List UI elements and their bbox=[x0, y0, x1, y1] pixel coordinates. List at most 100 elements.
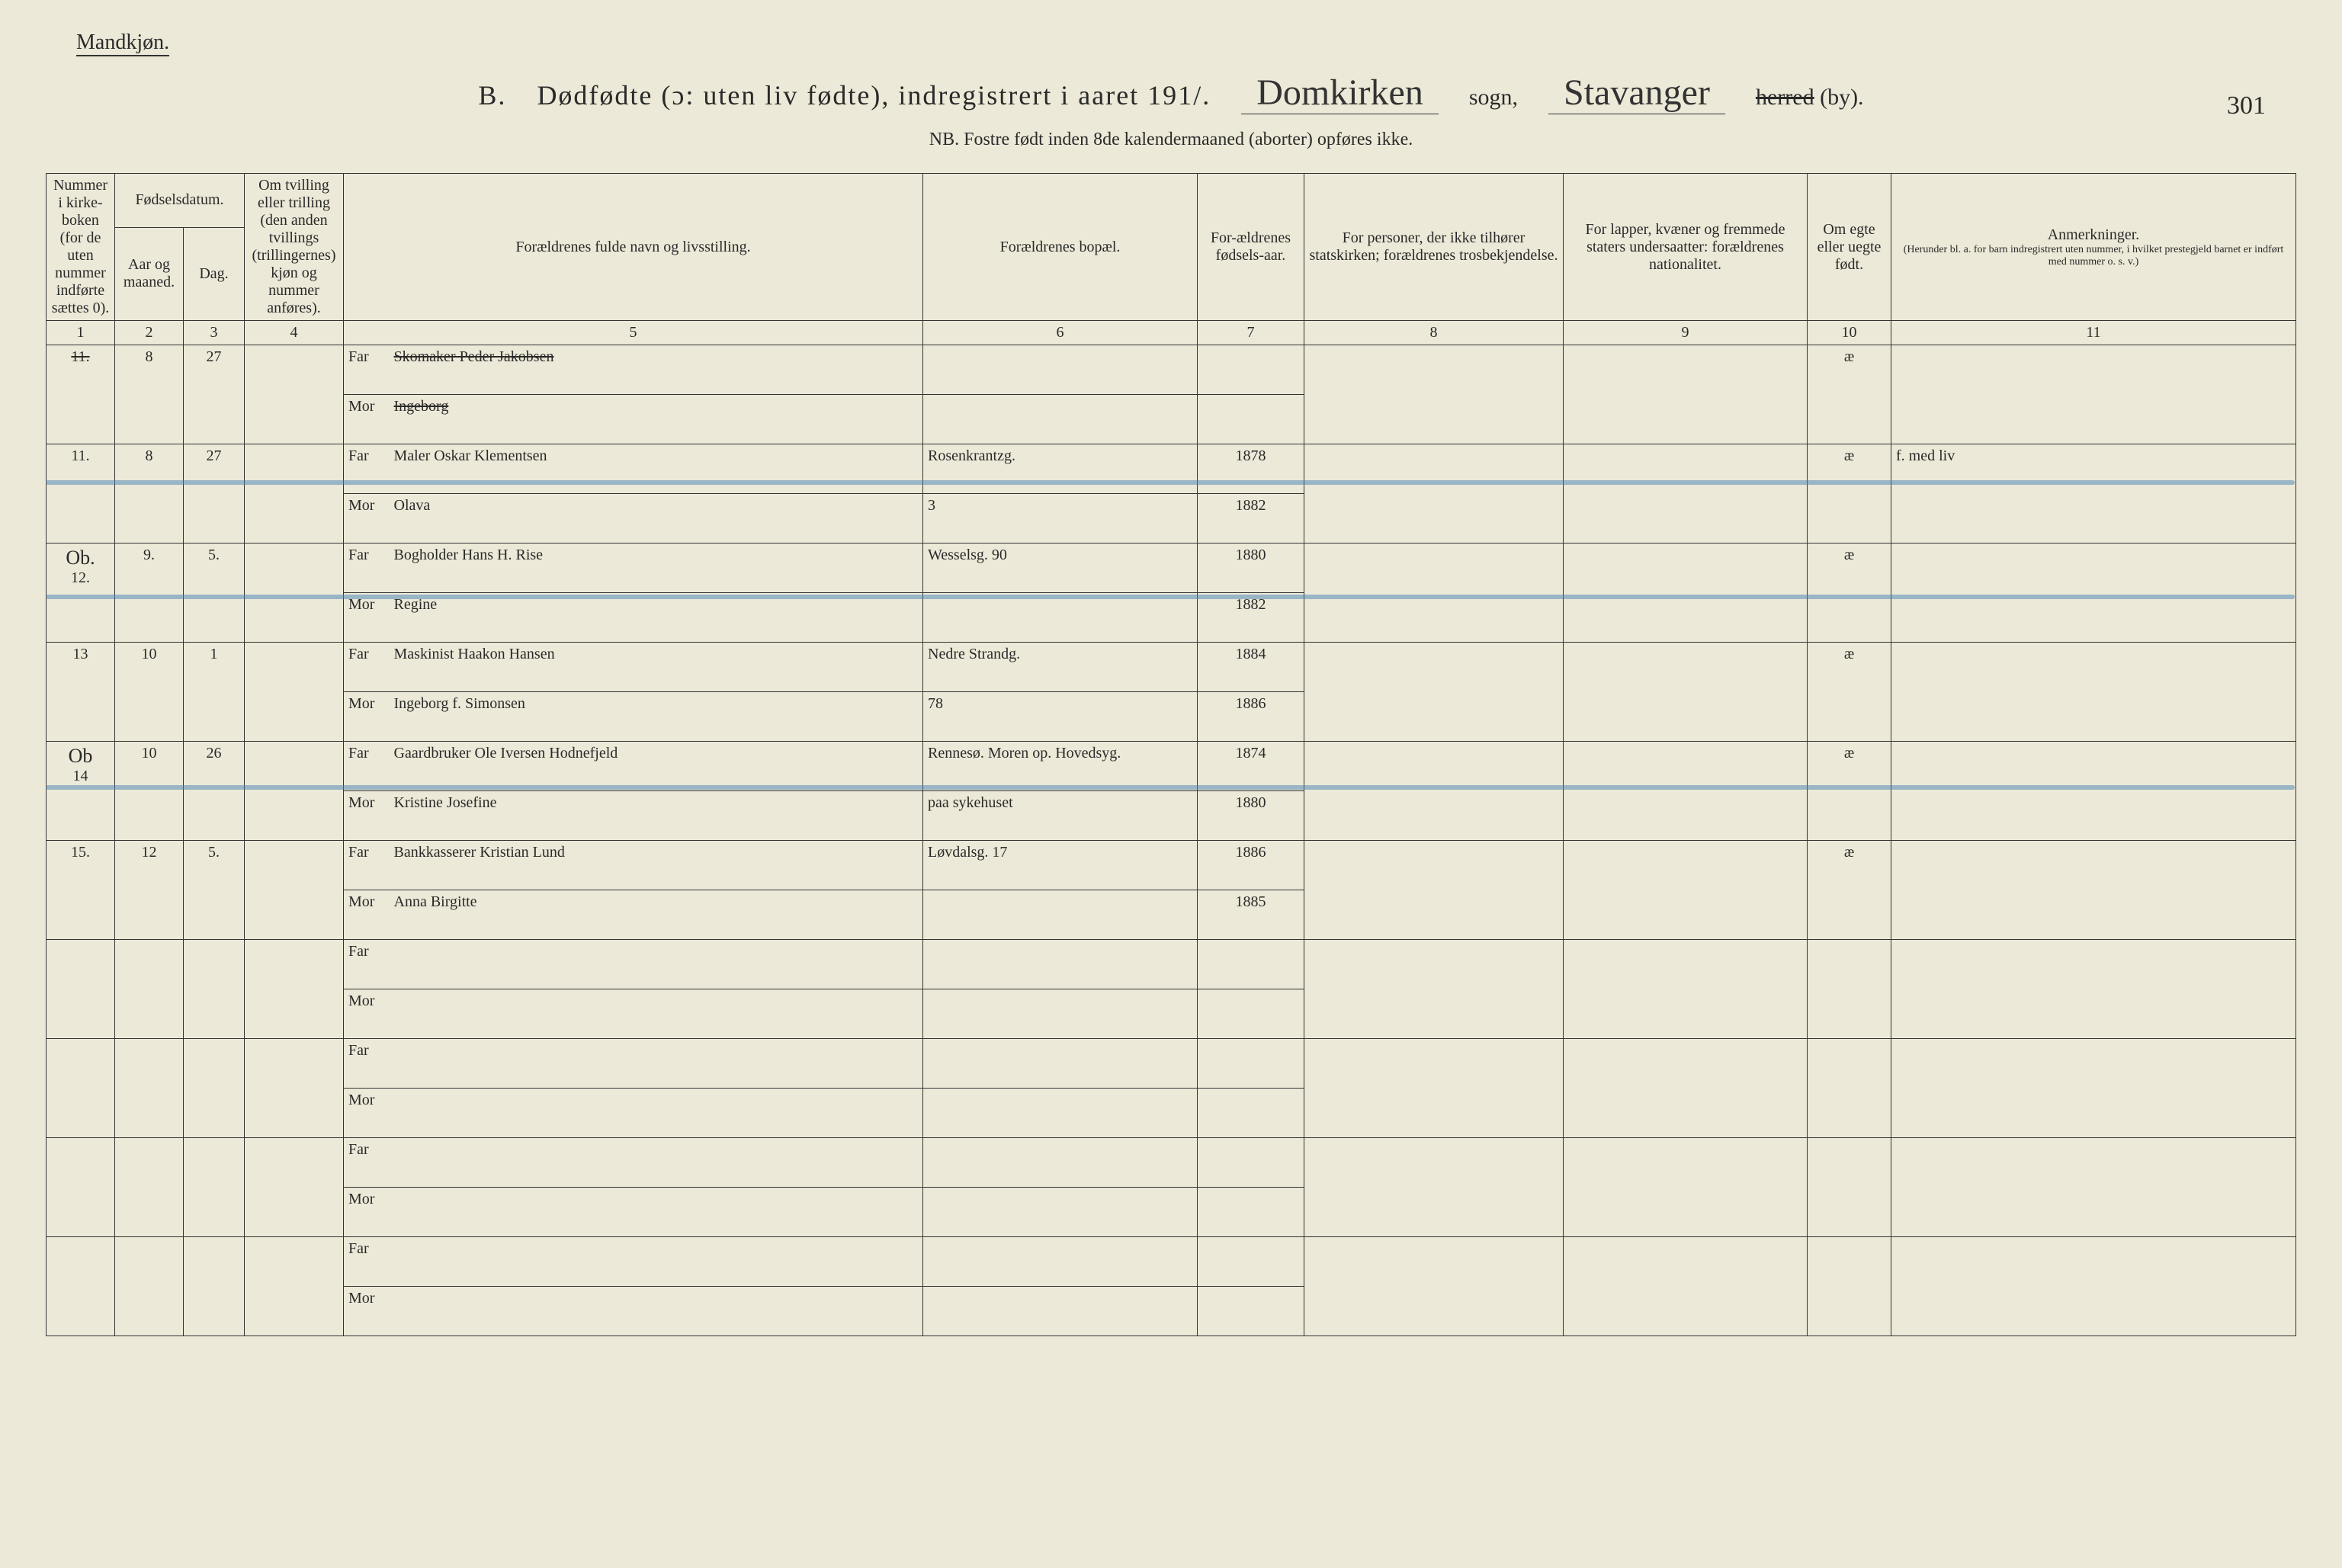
nationality-cell bbox=[1564, 444, 1808, 544]
far-label: Far bbox=[344, 841, 390, 890]
mor-label: Mor bbox=[344, 1089, 390, 1138]
birth-day: 1 bbox=[184, 643, 245, 742]
residence-far bbox=[923, 1039, 1198, 1089]
father-name: Bogholder Hans H. Rise bbox=[390, 544, 923, 593]
residence-far bbox=[923, 345, 1198, 395]
mother-birthyear bbox=[1198, 1089, 1304, 1138]
sogn-value: Domkirken bbox=[1241, 72, 1439, 114]
residence-far bbox=[923, 1138, 1198, 1188]
far-label: Far bbox=[344, 1237, 390, 1287]
colnum: 8 bbox=[1304, 321, 1564, 345]
table-row: 11.827FarMaler Oskar KlementsenRosenkran… bbox=[47, 444, 2296, 494]
col-11-title: Anmerkninger. bbox=[1896, 226, 2291, 244]
mother-name bbox=[390, 989, 923, 1039]
birth-month: 12 bbox=[115, 841, 184, 940]
col-10-header: Om egte eller uegte født. bbox=[1808, 174, 1891, 321]
col-4-header: Om tvilling eller trilling (den anden tv… bbox=[245, 174, 344, 321]
legitimacy-cell bbox=[1808, 940, 1891, 1039]
religion-cell bbox=[1304, 544, 1564, 643]
birth-month: 8 bbox=[115, 345, 184, 444]
pencil-mark bbox=[46, 785, 2295, 790]
far-label: Far bbox=[344, 444, 390, 494]
entry-number: 11. bbox=[47, 345, 115, 444]
twin-cell bbox=[245, 841, 344, 940]
mor-label: Mor bbox=[344, 494, 390, 544]
father-birthyear: 1886 bbox=[1198, 841, 1304, 890]
entry-number bbox=[47, 1039, 115, 1138]
religion-cell bbox=[1304, 1039, 1564, 1138]
col-11-sub: (Herunder bl. a. for barn indregistrert … bbox=[1896, 244, 2291, 268]
far-label: Far bbox=[344, 940, 390, 989]
table-row: 15.125.FarBankkasserer Kristian LundLøvd… bbox=[47, 841, 2296, 890]
entry-number bbox=[47, 1138, 115, 1237]
father-name: Gaardbruker Ole Iversen Hodnefjeld bbox=[390, 742, 923, 791]
father-birthyear: 1884 bbox=[1198, 643, 1304, 692]
mor-label: Mor bbox=[344, 395, 390, 444]
birth-day bbox=[184, 1039, 245, 1138]
entry-number: 13 bbox=[47, 643, 115, 742]
title-year-suffix: /. bbox=[1193, 80, 1211, 111]
residence-mor bbox=[923, 989, 1198, 1039]
religion-cell bbox=[1304, 940, 1564, 1039]
colnum: 2 bbox=[115, 321, 184, 345]
table-row: Ob141026FarGaardbruker Ole Iversen Hodne… bbox=[47, 742, 2296, 791]
far-label: Far bbox=[344, 643, 390, 692]
col-11-header: Anmerkninger. (Herunder bl. a. for barn … bbox=[1891, 174, 2296, 321]
father-birthyear: 1878 bbox=[1198, 444, 1304, 494]
nationality-cell bbox=[1564, 940, 1808, 1039]
mother-name bbox=[390, 1287, 923, 1336]
far-label: Far bbox=[344, 345, 390, 395]
entry-number: Ob14 bbox=[47, 742, 115, 841]
section-letter: B. bbox=[478, 79, 506, 111]
mor-label: Mor bbox=[344, 1188, 390, 1237]
legitimacy-cell: æ bbox=[1808, 444, 1891, 544]
entry-number: Ob.12. bbox=[47, 544, 115, 643]
religion-cell bbox=[1304, 345, 1564, 444]
birth-month bbox=[115, 940, 184, 1039]
birth-month bbox=[115, 1138, 184, 1237]
gender-label: Mandkjøn. bbox=[76, 30, 169, 56]
col-2-header: Fødselsdatum. bbox=[115, 174, 245, 228]
remarks-cell bbox=[1891, 1138, 2296, 1237]
herred-suffix: (by). bbox=[1820, 85, 1863, 110]
twin-cell bbox=[245, 345, 344, 444]
remarks-cell bbox=[1891, 940, 2296, 1039]
page-title: Dødfødte (ɔ: uten liv fødte), indregistr… bbox=[537, 79, 1211, 111]
father-name: Bankkasserer Kristian Lund bbox=[390, 841, 923, 890]
residence-mor bbox=[923, 593, 1198, 643]
religion-cell bbox=[1304, 444, 1564, 544]
mor-label: Mor bbox=[344, 791, 390, 841]
col-7-header: For-ældrenes fødsels-aar. bbox=[1198, 174, 1304, 321]
father-name: Maler Oskar Klementsen bbox=[390, 444, 923, 494]
table-body: 11.827FarSkomaker Peder JakobsenæMorInge… bbox=[47, 345, 2296, 1336]
religion-cell bbox=[1304, 643, 1564, 742]
birth-month: 8 bbox=[115, 444, 184, 544]
twin-cell bbox=[245, 643, 344, 742]
subtitle: NB. Fostre født inden 8de kalendermaaned… bbox=[46, 130, 2296, 150]
table-row: Far bbox=[47, 940, 2296, 989]
birth-day: 5. bbox=[184, 841, 245, 940]
colnum: 7 bbox=[1198, 321, 1304, 345]
colnum: 11 bbox=[1891, 321, 2296, 345]
entry-number bbox=[47, 1237, 115, 1336]
father-name bbox=[390, 1039, 923, 1089]
legitimacy-cell: æ bbox=[1808, 841, 1891, 940]
table-row: 11.827FarSkomaker Peder Jakobsenæ bbox=[47, 345, 2296, 395]
mother-name: Olava bbox=[390, 494, 923, 544]
father-birthyear bbox=[1198, 940, 1304, 989]
birth-month bbox=[115, 1237, 184, 1336]
birth-day bbox=[184, 1138, 245, 1237]
pencil-mark bbox=[46, 595, 2295, 599]
legitimacy-cell bbox=[1808, 1039, 1891, 1138]
residence-far: Løvdalsg. 17 bbox=[923, 841, 1198, 890]
father-name bbox=[390, 1138, 923, 1188]
mother-name bbox=[390, 1089, 923, 1138]
table-row: Far bbox=[47, 1039, 2296, 1089]
mor-label: Mor bbox=[344, 890, 390, 940]
residence-mor bbox=[923, 1287, 1198, 1336]
twin-cell bbox=[245, 1039, 344, 1138]
far-label: Far bbox=[344, 544, 390, 593]
nationality-cell bbox=[1564, 345, 1808, 444]
father-birthyear bbox=[1198, 1237, 1304, 1287]
residence-mor: 3 bbox=[923, 494, 1198, 544]
